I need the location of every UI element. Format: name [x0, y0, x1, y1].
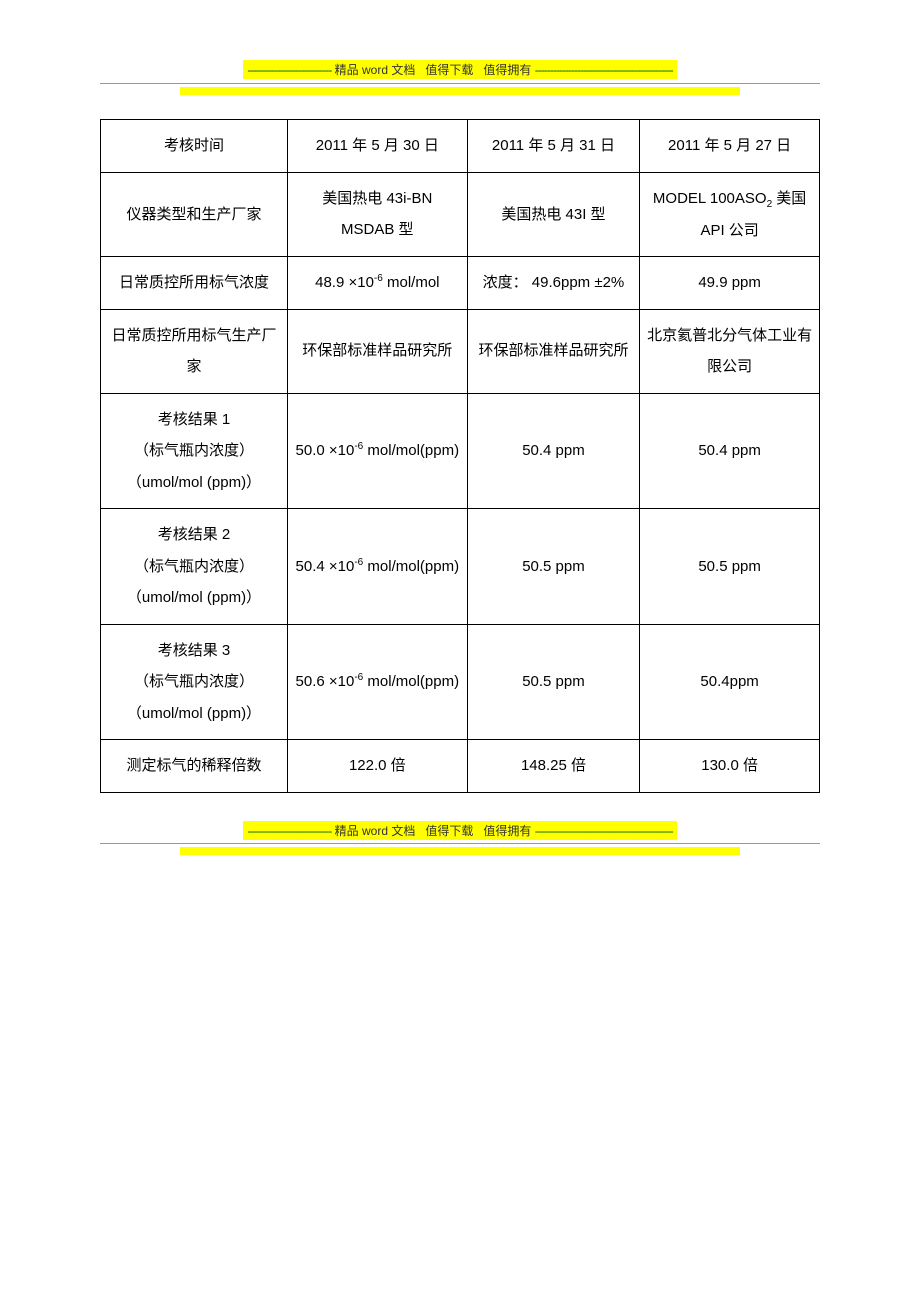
cell: 北京氦普北分气体工业有限公司 [640, 309, 820, 393]
table-row: 日常质控所用标气生产厂家 环保部标准样品研究所 环保部标准样品研究所 北京氦普北… [101, 309, 820, 393]
cell-text-pre: MODEL 100ASO [653, 190, 767, 207]
bottom-banner-sub [180, 847, 740, 855]
table-row: 测定标气的稀释倍数 122.0 倍 148.25 倍 130.0 倍 [101, 740, 820, 793]
cell: 50.0 ×10-6 mol/mol(ppm) [287, 393, 467, 509]
top-banner: ---------------------------- 精品 word 文档 … [243, 60, 676, 79]
cell: 环保部标准样品研究所 [287, 309, 467, 393]
cell-text-post: mol/mol(ppm) [363, 558, 459, 575]
rule-line [100, 83, 820, 84]
cell: 2011 年 5 月 30 日 [287, 120, 467, 173]
banner-label-b: 值得下载 [425, 824, 473, 838]
cell: 50.4 ppm [640, 393, 820, 509]
row-label: 考核结果 3（标气瓶内浓度）（umol/mol (ppm)） [101, 624, 288, 740]
cell: 环保部标准样品研究所 [467, 309, 640, 393]
cell-text-pre: 50.6 ×10 [296, 673, 355, 690]
document-page: ---------------------------- 精品 word 文档 … [0, 0, 920, 895]
row-label: 考核时间 [101, 120, 288, 173]
cell-sup: -6 [374, 273, 383, 284]
cell: 浓度： 49.6ppm ±2% [467, 257, 640, 310]
cell: 2011 年 5 月 27 日 [640, 120, 820, 173]
cell: MODEL 100ASO2 美国 API 公司 [640, 172, 820, 257]
cell: 49.9 ppm [640, 257, 820, 310]
cell-text-post: mol/mol(ppm) [363, 673, 459, 690]
table-row: 考核时间 2011 年 5 月 30 日 2011 年 5 月 31 日 201… [101, 120, 820, 173]
top-banner-sub [180, 87, 740, 95]
cell-sup: -6 [354, 672, 363, 683]
banner-label-a: 精品 word 文档 [335, 824, 416, 838]
table-row: 日常质控所用标气浓度 48.9 ×10-6 mol/mol 浓度： 49.6pp… [101, 257, 820, 310]
row-label: 考核结果 2（标气瓶内浓度）（umol/mol (ppm)） [101, 509, 288, 625]
cell: 50.6 ×10-6 mol/mol(ppm) [287, 624, 467, 740]
cell: 148.25 倍 [467, 740, 640, 793]
cell: 122.0 倍 [287, 740, 467, 793]
cell-sup: -6 [354, 441, 363, 452]
data-table: 考核时间 2011 年 5 月 30 日 2011 年 5 月 31 日 201… [100, 119, 820, 793]
cell-text-pre: 50.4 ×10 [296, 558, 355, 575]
cell: 50.5 ppm [467, 624, 640, 740]
row-label: 测定标气的稀释倍数 [101, 740, 288, 793]
table-row: 考核结果 2（标气瓶内浓度）（umol/mol (ppm)） 50.4 ×10-… [101, 509, 820, 625]
cell: 美国热电 43I 型 [467, 172, 640, 257]
table-row: 考核结果 3（标气瓶内浓度）（umol/mol (ppm)） 50.6 ×10-… [101, 624, 820, 740]
bottom-banner-wrap: ---------------------------- 精品 word 文档 … [100, 821, 820, 855]
row-label: 考核结果 1（标气瓶内浓度）（umol/mol (ppm)） [101, 393, 288, 509]
cell: 50.5 ppm [467, 509, 640, 625]
cell: 50.4 ×10-6 mol/mol(ppm) [287, 509, 467, 625]
cell-text-pre: 48.9 ×10 [315, 274, 374, 291]
banner-label-c: 值得拥有 [483, 63, 531, 77]
rule-line [100, 843, 820, 844]
bottom-banner: ---------------------------- 精品 word 文档 … [243, 821, 676, 840]
cell: 50.5 ppm [640, 509, 820, 625]
banner-dash-right: ----------------------------------------… [535, 63, 673, 77]
banner-dash-right: ----------------------------------------… [535, 824, 673, 838]
cell: 美国热电 43i-BN MSDAB 型 [287, 172, 467, 257]
cell: 130.0 倍 [640, 740, 820, 793]
cell: 2011 年 5 月 31 日 [467, 120, 640, 173]
row-label: 日常质控所用标气生产厂家 [101, 309, 288, 393]
banner-dash-left: ---------------------------- [247, 824, 331, 838]
cell-text-pre: 50.0 ×10 [296, 442, 355, 459]
cell-text-post: mol/mol(ppm) [363, 442, 459, 459]
banner-label-b: 值得下载 [425, 63, 473, 77]
row-label: 仪器类型和生产厂家 [101, 172, 288, 257]
table-row: 仪器类型和生产厂家 美国热电 43i-BN MSDAB 型 美国热电 43I 型… [101, 172, 820, 257]
cell: 50.4 ppm [467, 393, 640, 509]
cell: 48.9 ×10-6 mol/mol [287, 257, 467, 310]
banner-label-a: 精品 word 文档 [335, 63, 416, 77]
table-row: 考核结果 1（标气瓶内浓度）（umol/mol (ppm)） 50.0 ×10-… [101, 393, 820, 509]
banner-label-c: 值得拥有 [483, 824, 531, 838]
top-banner-wrap: ---------------------------- 精品 word 文档 … [100, 60, 820, 79]
cell-sup: -6 [354, 557, 363, 568]
banner-dash-left: ---------------------------- [247, 63, 331, 77]
cell: 50.4ppm [640, 624, 820, 740]
row-label: 日常质控所用标气浓度 [101, 257, 288, 310]
cell-text-post: mol/mol [383, 274, 440, 291]
